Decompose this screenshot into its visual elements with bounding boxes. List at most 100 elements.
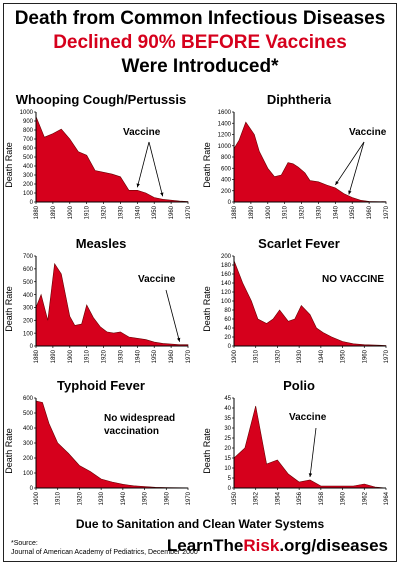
y-tick-label: 140: [221, 281, 232, 287]
y-tick-label: 700: [23, 137, 34, 143]
x-tick-label: 1920: [300, 205, 306, 219]
x-tick-label: 1940: [333, 205, 339, 219]
x-tick-label: 1964: [384, 491, 390, 505]
y-tick-label: 30: [224, 426, 231, 432]
y-tick-label: 400: [221, 178, 232, 184]
x-tick-label: 1900: [266, 205, 272, 219]
y-tick-label: 100: [23, 331, 34, 337]
x-tick-label: 1950: [152, 349, 158, 363]
chart-title: Measles: [75, 236, 127, 251]
y-tick-label: 100: [221, 299, 232, 305]
y-tick-label: 300: [23, 306, 34, 312]
chart-plot: 0 20 40 60 80 100 120 140 160 180 200 1900 1910 1920 1…: [221, 254, 390, 363]
brand-url: LearnTheRisk.org/diseases: [167, 536, 388, 556]
poster: Death from Common Infectious Diseases De…: [3, 3, 397, 562]
x-tick-label: 1956: [297, 491, 303, 505]
x-tick-label: 1960: [169, 349, 175, 363]
x-tick-label: 1910: [85, 349, 91, 363]
y-tick-label: 1600: [218, 110, 232, 116]
y-tick-label: 20: [224, 446, 231, 452]
y-tick-label: 500: [23, 155, 34, 161]
y-tick-label: 80: [224, 308, 231, 314]
vaccine-arrowhead: [176, 337, 181, 342]
x-tick-label: 1890: [51, 205, 57, 219]
chart-title: Whooping Cough/Pertussis: [15, 92, 187, 107]
x-tick-label: 1920: [102, 205, 108, 219]
chart-plot: 0 200 400 600 800 1000 1200 1400 1600 1880 1890 190…: [218, 110, 390, 219]
brand-highlight: Risk: [243, 536, 280, 555]
headline-line-1: Death from Common Infectious Diseases: [14, 8, 386, 29]
y-tick-label: 500: [23, 280, 34, 286]
chart-panel-measles: Measles Death Rate 0 100 200 300 400 500 600 70…: [4, 236, 196, 386]
vaccine-arrow: [148, 141, 164, 197]
x-tick-label: 1920: [77, 491, 83, 505]
chart-title: Diphtheria: [266, 92, 332, 107]
x-tick-label: 1950: [232, 491, 238, 505]
vaccine-arrow: [335, 141, 365, 186]
x-tick-label: 1880: [34, 349, 40, 363]
vaccine-arrow: [136, 141, 150, 188]
x-tick-label: 1952: [254, 491, 260, 505]
vaccine-annotation: Vaccine: [138, 274, 176, 285]
y-tick-label: 400: [23, 293, 34, 299]
brand-suffix: .org/diseases: [279, 536, 388, 555]
headline-line-2: Declined 90% BEFORE Vaccines: [53, 32, 347, 53]
x-tick-label: 1920: [275, 349, 281, 363]
y-tick-label: 600: [23, 146, 34, 152]
x-tick-label: 1970: [384, 349, 390, 363]
x-tick-label: 1900: [34, 491, 40, 505]
chart-panel-pertussis: Whooping Cough/Pertussis Death Rate 0 100…: [4, 92, 196, 242]
x-tick-label: 1920: [102, 349, 108, 363]
x-tick-label: 1940: [121, 491, 127, 505]
y-tick-label: 15: [224, 456, 231, 462]
x-tick-label: 1890: [51, 349, 57, 363]
y-tick-label: 0: [30, 486, 34, 492]
x-tick-label: 1940: [135, 349, 141, 363]
y-tick-label: 40: [224, 326, 231, 332]
y-tick-label: 1000: [218, 144, 232, 150]
x-tick-label: 1960: [169, 205, 175, 219]
footer-note: Due to Sanitation and Clean Water System…: [75, 517, 325, 531]
y-tick-label: 0: [228, 486, 232, 492]
y-tick-label: 500: [23, 411, 34, 417]
y-tick-label: 45: [224, 396, 231, 402]
x-tick-label: 1954: [275, 491, 281, 505]
y-tick-label: 1200: [218, 133, 232, 139]
x-tick-label: 1960: [367, 205, 373, 219]
vaccine-arrow: [348, 141, 365, 195]
y-tick-label: 300: [23, 441, 34, 447]
y-tick-label: 600: [23, 267, 34, 273]
brand-prefix: LearnThe: [166, 536, 244, 555]
y-tick-label: 800: [23, 128, 34, 134]
y-tick-label: 20: [224, 335, 231, 341]
x-tick-label: 1950: [341, 349, 347, 363]
y-tick-label: 0: [228, 200, 232, 206]
x-tick-label: 1910: [56, 491, 62, 505]
chart-title: Typhoid Fever: [57, 378, 145, 393]
chart-panel-typhoid: Typhoid Fever Death Rate 0 100 200 300 400 50…: [4, 378, 196, 528]
y-tick-label: 100: [23, 191, 34, 197]
chart-panel-scarlet-fever: Scarlet Fever Death Rate 0 20 40 60 80 100 120…: [202, 236, 394, 386]
y-tick-label: 160: [221, 272, 232, 278]
y-tick-label: 0: [228, 344, 232, 350]
y-tick-label: 1400: [218, 121, 232, 127]
headline-line-3: Were Introduced*: [121, 56, 279, 77]
x-tick-label: 1930: [316, 205, 322, 219]
x-tick-label: 1970: [186, 205, 192, 219]
x-tick-label: 1930: [118, 349, 124, 363]
x-tick-label: 1930: [297, 349, 303, 363]
area-series: [233, 121, 387, 203]
x-tick-label: 1880: [34, 205, 40, 219]
y-tick-label: 600: [221, 166, 232, 172]
vaccine-arrow: [309, 427, 317, 478]
y-tick-label: 60: [224, 317, 231, 323]
y-tick-label: 200: [23, 456, 34, 462]
chart-title: Polio: [283, 378, 315, 393]
area-series: [233, 405, 387, 489]
chart-plot: 0 100 200 300 400 500 600 1900 1910 1920 1930 1940 1…: [23, 396, 192, 505]
x-tick-label: 1960: [164, 491, 170, 505]
vaccine-arrowhead: [335, 180, 339, 185]
x-tick-label: 1930: [99, 491, 105, 505]
vaccine-arrowhead: [136, 183, 140, 188]
y-tick-label: 300: [23, 173, 34, 179]
